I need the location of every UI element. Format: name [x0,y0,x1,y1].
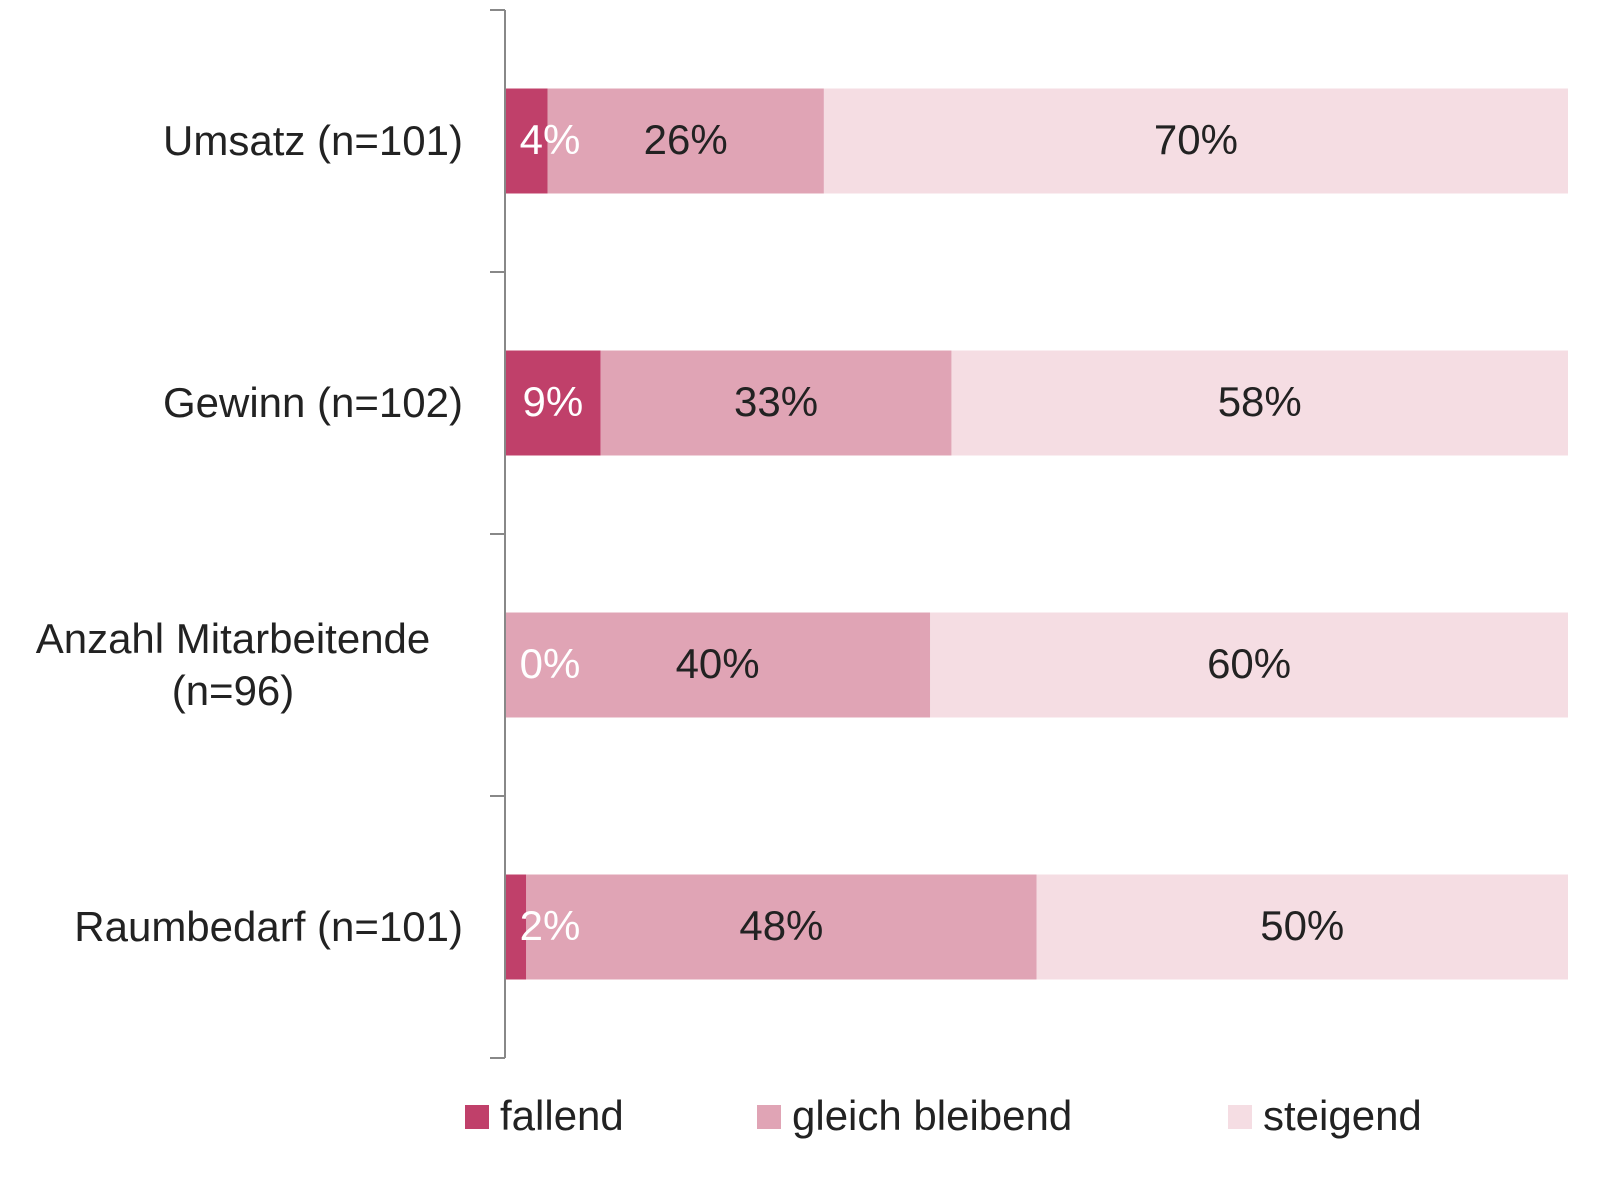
category-label: Gewinn (n=102) [162,379,463,426]
data-label: 48% [739,902,823,949]
bar-segment [526,874,1037,980]
category-label: Umsatz (n=101) [163,117,463,164]
data-label: 33% [734,378,818,425]
data-label: 9% [522,378,583,425]
legend-swatch [1228,1105,1252,1129]
legend-label: gleich bleibend [792,1092,1072,1139]
data-label: 26% [644,116,728,163]
bar-segment [1036,874,1568,980]
legend-label: fallend [500,1092,624,1139]
bar-segment [505,350,601,456]
data-label: 60% [1207,640,1291,687]
bar-segment [505,612,931,718]
legend-swatch [465,1105,489,1129]
bar-segment [951,350,1568,456]
data-label: 0% [520,640,581,687]
bar-segment [547,88,824,194]
legend-label: steigend [1263,1092,1422,1139]
legend-swatch [757,1105,781,1129]
bar-segment [823,88,1568,194]
data-label: 4% [520,116,581,163]
bar-segment [505,874,527,980]
bar-segment [600,350,952,456]
data-label: 2% [520,902,581,949]
data-label: 40% [676,640,760,687]
category-label: Raumbedarf (n=101) [74,903,463,950]
data-label: 50% [1260,902,1344,949]
data-label: 58% [1218,378,1302,425]
bar-segment [930,612,1568,718]
bar-segment [505,88,548,194]
data-label: 70% [1154,116,1238,163]
category-label: Anzahl Mitarbeitende (n=96) [35,615,431,714]
